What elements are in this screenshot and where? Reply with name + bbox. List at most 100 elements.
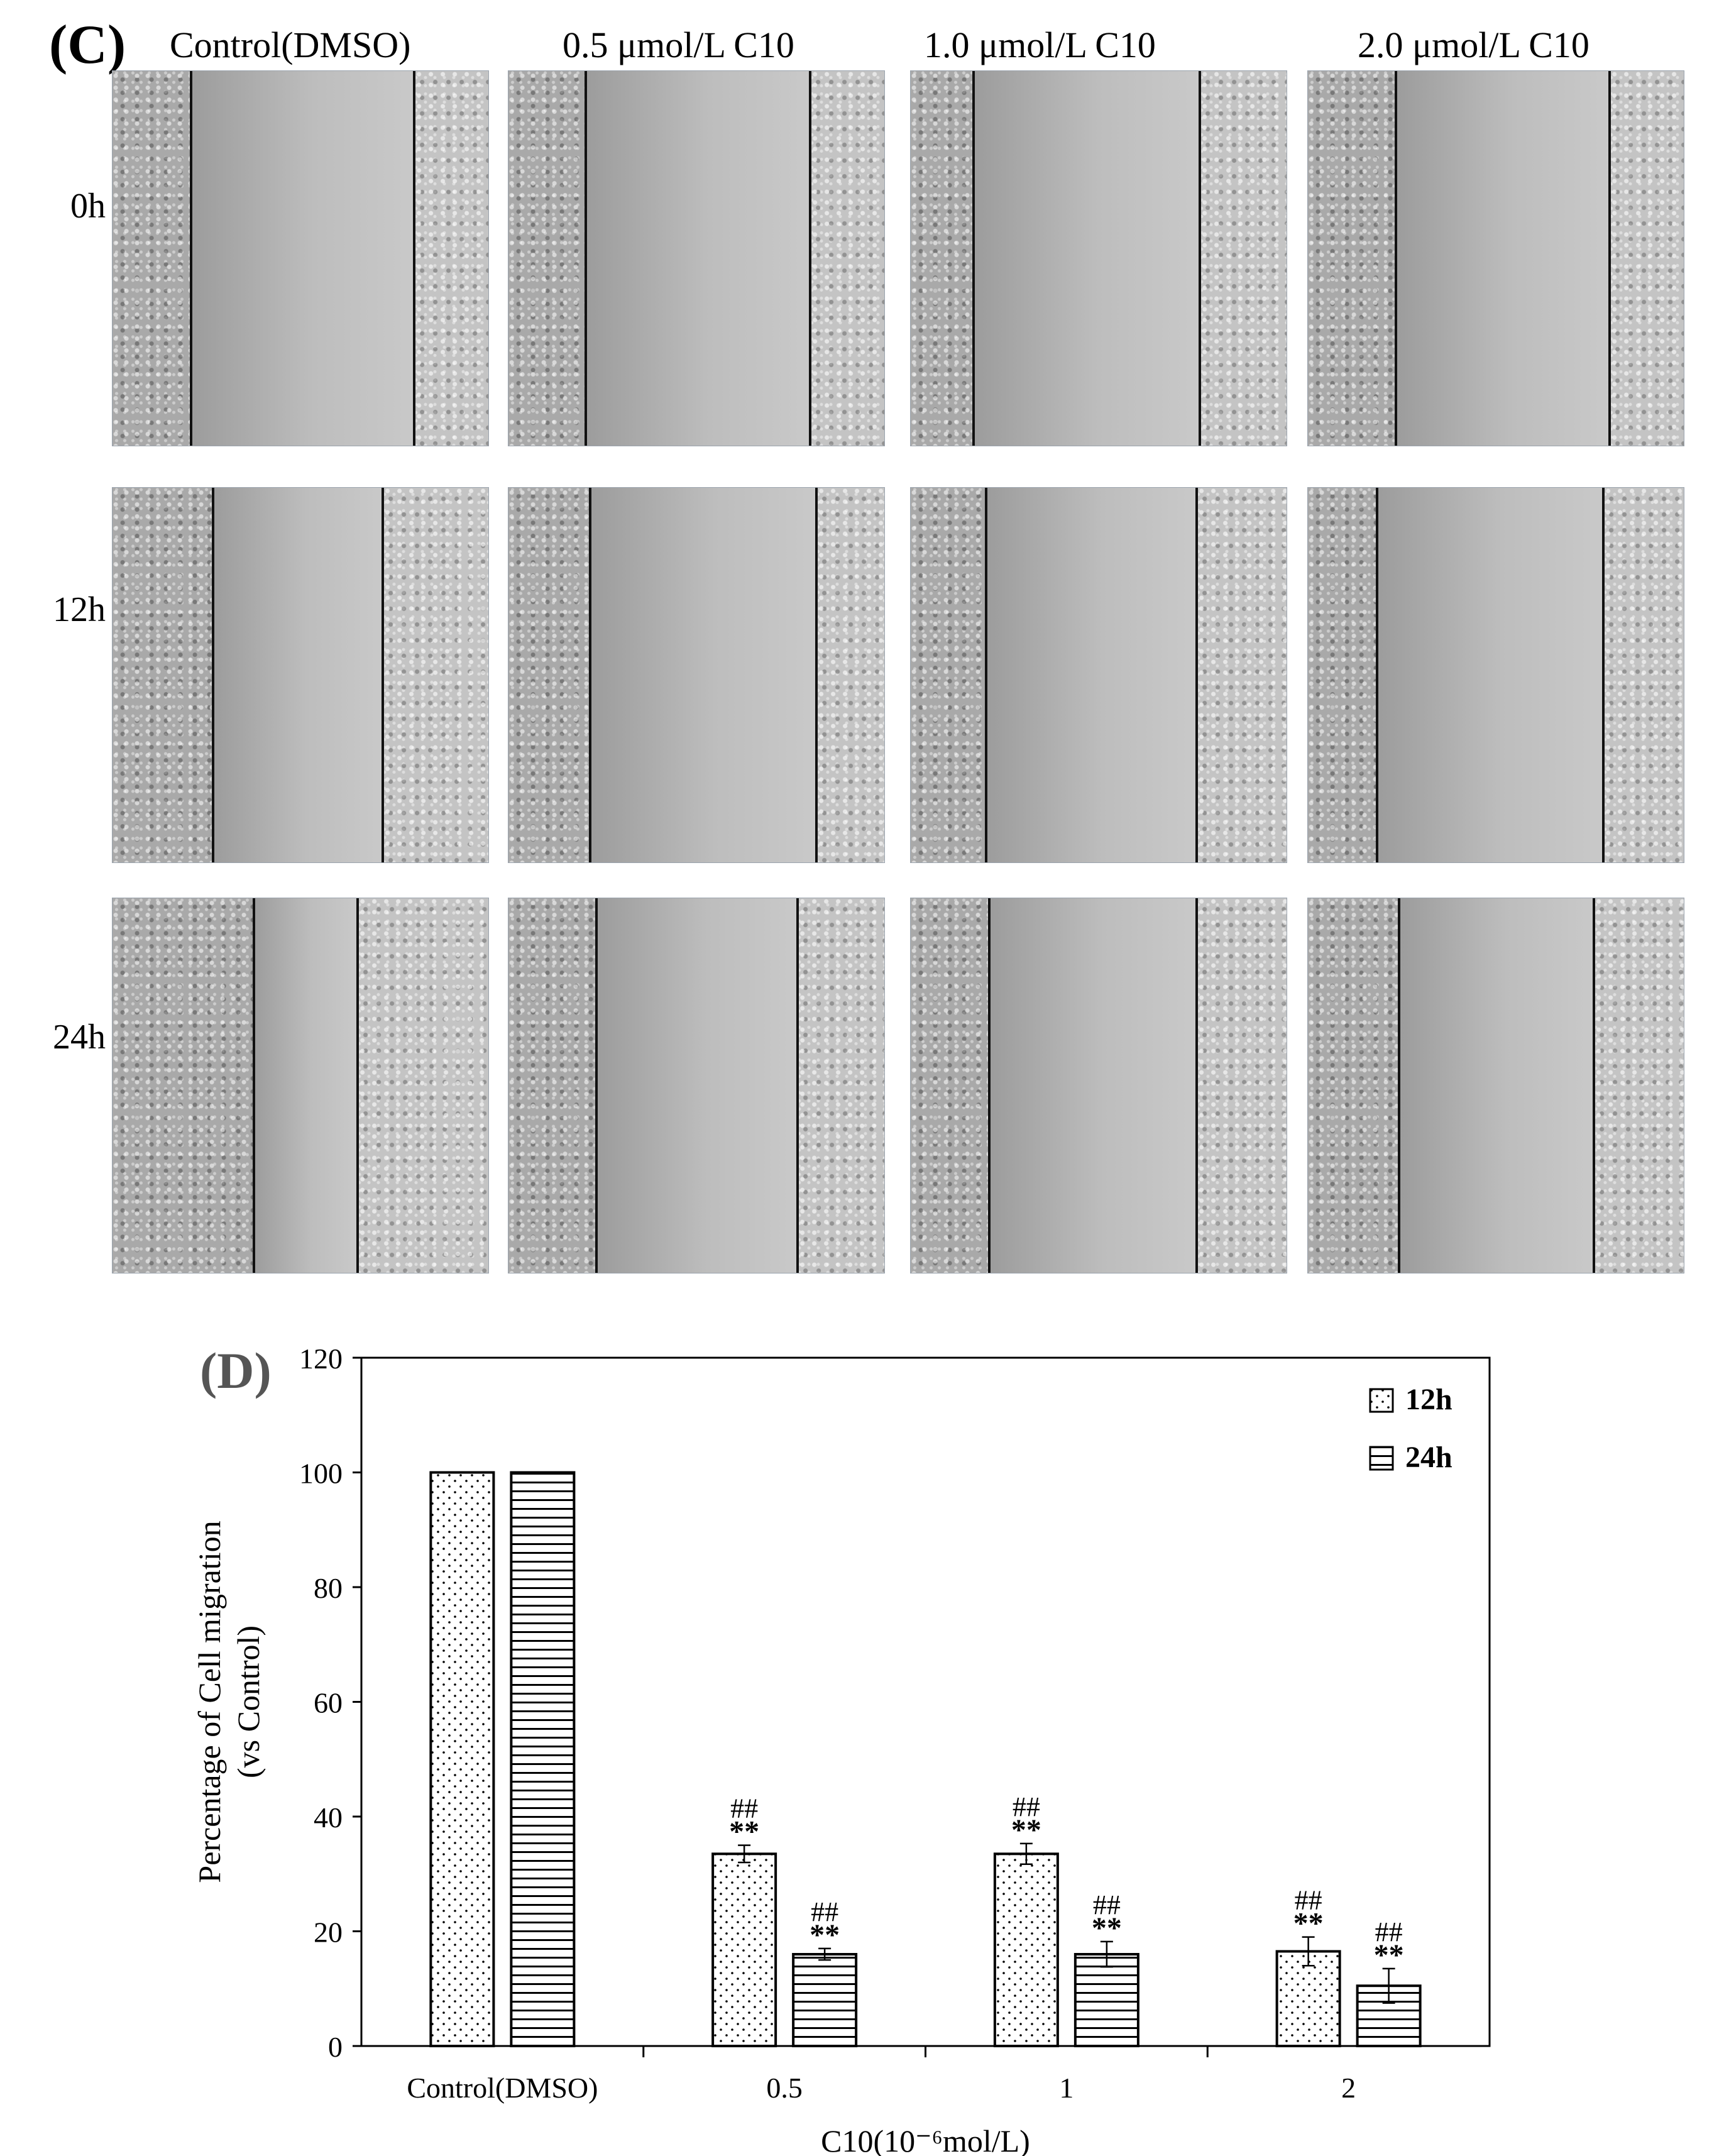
y-tick-label: 120 [299, 1343, 343, 1375]
micrograph-0-5-0h [508, 70, 885, 446]
wound-edge-line-left [589, 488, 591, 862]
bar-24h-2 [1356, 1984, 1422, 2047]
y-tick-label: 80 [314, 1572, 343, 1604]
cell-layer-right [1197, 898, 1287, 1273]
legend-label-24h: 24h [1405, 1441, 1452, 1474]
scratch-gap [596, 898, 798, 1273]
wound-edge-line-left [212, 488, 214, 862]
significance-hash: ## [1013, 1791, 1040, 1822]
micrograph-0-5-12h [508, 487, 885, 863]
micrograph-2-0-0h [1307, 70, 1684, 446]
significance-star: ** [729, 1815, 759, 1849]
cell-layer-right [383, 488, 488, 862]
cell-layer-right [798, 898, 884, 1273]
cell-layer-left [508, 488, 590, 862]
wound-edge-line-right [1602, 488, 1605, 862]
scratch-gap [590, 488, 816, 862]
cell-layer-left [911, 488, 986, 862]
bar-12h-1 [993, 1852, 1059, 2047]
y-axis-label: (vs Control) [231, 1625, 266, 1778]
wound-edge-line-right [1195, 898, 1198, 1273]
significance-hash: ## [730, 1793, 758, 1824]
cell-layer-right [816, 488, 884, 862]
x-tick-label: 2 [1341, 2072, 1356, 2104]
bar-24h-0.5 [792, 1953, 858, 2047]
cell-layer-left [911, 898, 989, 1273]
wound-edge-line-right [413, 71, 415, 446]
column-header-0-5: 0.5 μmol/L C10 [563, 25, 794, 65]
cell-layer-left [911, 71, 974, 446]
cell-layer-left [113, 71, 191, 446]
column-header-control: Control(DMSO) [170, 25, 411, 65]
cell-layer-left [1308, 71, 1396, 446]
chart-svg: 020406080100120Control(DMSO)**##**##0.5*… [192, 1343, 1491, 2156]
wound-edge-line-left [585, 71, 587, 446]
cell-layer-right [1594, 898, 1684, 1273]
scratch-gap [989, 898, 1197, 1273]
scratch-gap [213, 488, 383, 862]
wound-edge-line-right [1593, 898, 1595, 1273]
scratch-gap [1399, 898, 1594, 1273]
scratch-gap [1377, 488, 1603, 862]
panel-d-bar-chart: 0 20 40 60 80 100 120 Control(DMSO) ** ## ** ## 0.5 *… [0, 1320, 1724, 2156]
legend-swatch-12h [1369, 1388, 1394, 1413]
wound-edge-line-right [815, 488, 818, 862]
significance-hash: ## [811, 1896, 838, 1927]
wound-edge-line-right [1199, 71, 1201, 446]
significance-star: ** [1293, 1907, 1324, 1940]
cell-layer-right [1200, 71, 1287, 446]
column-header-1-0: 1.0 μmol/L C10 [924, 25, 1156, 65]
cell-layer-left [508, 71, 586, 446]
cell-layer-right [1197, 488, 1287, 862]
micrograph-1-0-12h [910, 487, 1287, 863]
significance-star: ** [1374, 1939, 1404, 1972]
cell-layer-right [1610, 71, 1684, 446]
panel-d-label: (D) [200, 1342, 272, 1399]
micrograph-2-0-12h [1307, 487, 1684, 863]
scratch-gap [586, 71, 810, 446]
wound-edge-line-left [972, 71, 975, 446]
panel-c-label: (C) [49, 14, 126, 75]
wound-edge-line-right [1608, 71, 1611, 446]
x-tick-label: 1 [1059, 2072, 1073, 2104]
wound-edge-line-right [356, 898, 359, 1273]
cell-layer-left [113, 898, 254, 1273]
significance-hash: ## [1295, 1885, 1322, 1916]
significance-star: ** [810, 1918, 840, 1952]
x-tick-label: Control(DMSO) [407, 2072, 598, 2104]
y-tick-label: 0 [328, 2031, 343, 2063]
wound-edge-line-left [253, 898, 255, 1273]
row-header-24h: 24h [53, 1018, 106, 1057]
bar-12h-Control(DMSO) [429, 1471, 495, 2047]
x-tick-label: 0.5 [766, 2072, 803, 2104]
micrograph-control-0h [112, 70, 489, 446]
scratch-gap [986, 488, 1197, 862]
cell-layer-left [113, 488, 213, 862]
bar-24h-1 [1073, 1953, 1139, 2047]
bar-24h-Control(DMSO) [510, 1471, 576, 2047]
wound-edge-line-right [809, 71, 811, 446]
scratch-gap [1396, 71, 1610, 446]
significance-star: ** [1011, 1813, 1041, 1847]
wound-edge-line-left [988, 898, 991, 1273]
micrograph-1-0-24h [910, 898, 1287, 1273]
significance-hash: ## [1093, 1889, 1121, 1920]
wound-edge-line-right [382, 488, 384, 862]
bar-12h-2 [1275, 1950, 1341, 2047]
y-tick-label: 20 [314, 1917, 343, 1949]
y-tick-label: 100 [299, 1458, 343, 1490]
y-tick-label: 60 [314, 1687, 343, 1719]
micrograph-control-12h [112, 487, 489, 863]
wound-edge-line-left [595, 898, 598, 1273]
column-header-2-0: 2.0 μmol/L C10 [1358, 25, 1589, 65]
y-axis-label: Percentage of Cell migration [192, 1521, 227, 1883]
wound-edge-line-left [1398, 898, 1400, 1273]
significance-star: ** [1092, 1911, 1122, 1945]
scratch-gap [254, 898, 358, 1273]
x-axis-label: C10(10⁻⁶mol/L) [821, 2123, 1030, 2156]
wound-edge-line-left [190, 71, 192, 446]
cell-layer-right [414, 71, 488, 446]
row-header-12h: 12h [53, 590, 106, 629]
legend-label-12h: 12h [1405, 1383, 1452, 1416]
row-header-0h: 0h [70, 187, 106, 226]
